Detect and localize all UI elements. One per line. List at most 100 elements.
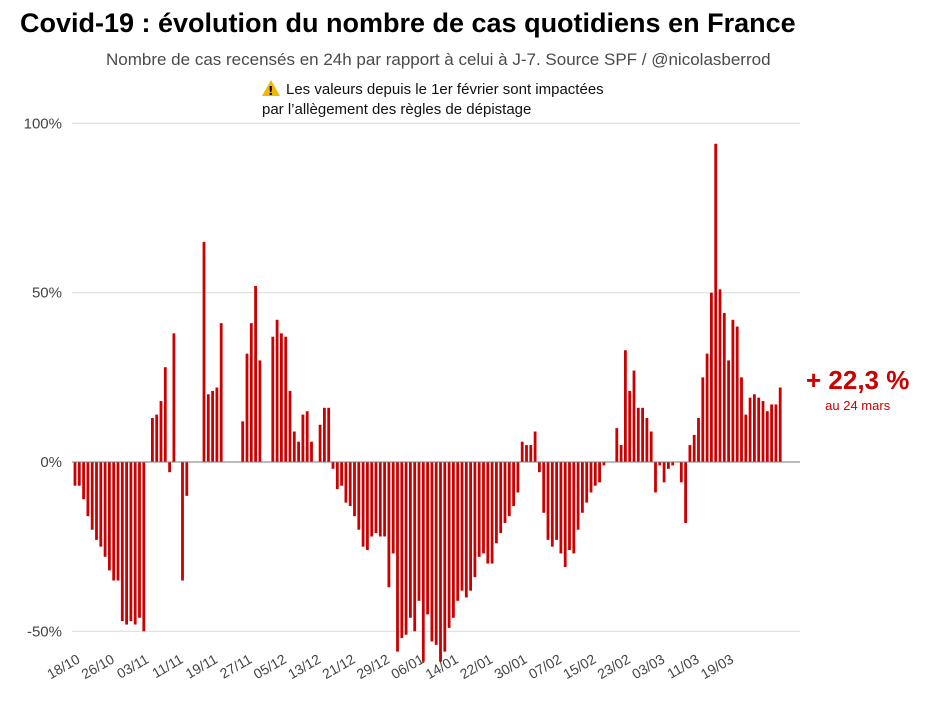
x-tick-label: 26/10: [79, 651, 118, 682]
bar: [778, 387, 782, 462]
bar: [774, 404, 778, 462]
bar: [443, 462, 447, 652]
bar: [413, 462, 417, 632]
bar: [538, 462, 541, 473]
bar: [172, 333, 176, 462]
bar: [249, 323, 253, 462]
x-tick-label: 15/02: [560, 651, 599, 682]
bar: [280, 333, 283, 462]
bar: [490, 462, 494, 564]
y-tick-label: 100%: [24, 115, 62, 132]
bar: [503, 462, 507, 523]
bar: [340, 462, 343, 486]
bar: [219, 323, 223, 462]
callout-date: au 24 mars: [825, 398, 891, 413]
bar: [692, 434, 696, 462]
bar: [507, 462, 511, 517]
bar: [434, 462, 438, 645]
bar: [344, 462, 348, 503]
bar: [297, 441, 300, 462]
bar: [133, 462, 137, 625]
bar: [301, 414, 305, 462]
bar: [254, 285, 257, 462]
bar: [361, 462, 365, 547]
bar: [211, 390, 214, 462]
bar: [555, 462, 558, 540]
latest-value-callout: + 22,3 % au 24 mars: [806, 365, 909, 413]
bar: [525, 445, 528, 462]
bar: [125, 462, 128, 625]
bar: [641, 407, 644, 462]
bar: [357, 462, 361, 530]
bar: [546, 462, 550, 540]
x-tick-label: 29/12: [354, 651, 393, 682]
bar: [327, 407, 331, 462]
bar: [658, 462, 662, 466]
bar: [90, 462, 94, 530]
bar: [765, 411, 769, 462]
bar: [486, 462, 490, 564]
bar: [550, 462, 554, 547]
bar: [108, 462, 111, 571]
bar: [331, 462, 335, 469]
bar: [563, 462, 567, 567]
bar: [714, 143, 718, 462]
bar: [593, 462, 597, 486]
bar: [120, 462, 124, 622]
bar: [585, 462, 589, 503]
x-tick-label: 27/11: [217, 651, 255, 682]
bar: [744, 414, 748, 462]
bar: [168, 462, 171, 473]
x-tick-label: 03/03: [629, 651, 668, 682]
bar: [598, 462, 601, 483]
bar: [163, 367, 167, 462]
warning-line-2: par l’allègement des règles de dépistage: [262, 101, 532, 118]
bar: [378, 462, 382, 537]
bar: [559, 462, 563, 554]
bar: [185, 462, 189, 496]
x-tick-label: 03/11: [114, 651, 152, 682]
bar: [366, 462, 369, 551]
bar: [387, 462, 391, 588]
bar: [103, 462, 107, 557]
bar: [701, 377, 705, 462]
bar: [512, 462, 515, 507]
bar: [421, 462, 425, 662]
bar: [516, 462, 520, 493]
bar: [464, 462, 468, 598]
bar: [138, 462, 141, 618]
bar: [310, 441, 313, 462]
bar: [748, 397, 752, 462]
bar: [589, 462, 593, 493]
bar: [447, 462, 451, 628]
chart-subtitle: Nombre de cas recensés en 24h par rappor…: [106, 50, 771, 69]
x-tick-label: 06/01: [388, 651, 427, 682]
bar: [452, 462, 455, 618]
bar: [288, 390, 292, 462]
bar: [602, 462, 606, 466]
bar: [323, 407, 326, 462]
bar: [572, 462, 576, 554]
bar: [684, 462, 687, 523]
x-tick-label: 23/02: [595, 651, 634, 682]
bar: [353, 462, 356, 517]
bars: [73, 143, 782, 662]
x-tick-label: 19/03: [698, 651, 737, 682]
bar: [305, 411, 309, 462]
y-tick-label: 50%: [32, 285, 62, 302]
bar: [662, 462, 666, 483]
bar: [705, 353, 709, 462]
bar: [529, 445, 533, 462]
bar: [82, 462, 85, 500]
warning-note: Les valeurs depuis le 1er février sont i…: [262, 80, 604, 120]
x-tick-label: 22/01: [457, 651, 496, 682]
bar: [727, 360, 730, 462]
bar: [99, 462, 103, 547]
bar: [426, 462, 429, 615]
bar: [469, 462, 472, 591]
bar: [477, 462, 481, 557]
bar: [482, 462, 485, 554]
bar: [396, 462, 399, 652]
bar: [636, 407, 640, 462]
